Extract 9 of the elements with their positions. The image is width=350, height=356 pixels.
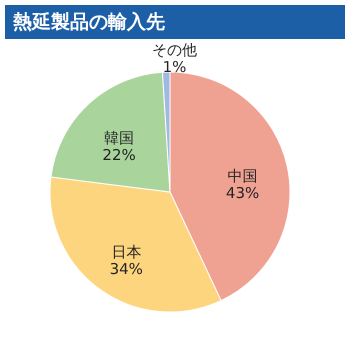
data-label: 1%	[162, 58, 186, 76]
slice-label: その他	[152, 41, 197, 60]
data-label: 22%	[102, 146, 136, 164]
slice-label: 中国	[228, 166, 258, 185]
data-label: 43%	[226, 184, 260, 202]
slice-label: 韓国	[104, 128, 134, 147]
slice-label: 日本	[111, 243, 142, 262]
data-label: 34%	[110, 260, 143, 278]
chart-title: 熱延製品の輸入先	[12, 11, 165, 33]
